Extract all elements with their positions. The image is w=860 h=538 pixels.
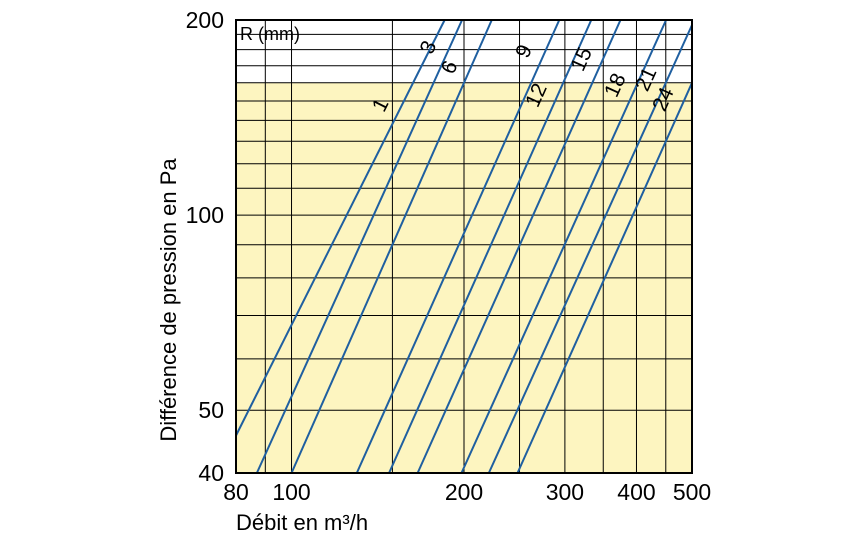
y-tick-label: 200 [186, 7, 224, 33]
series-label-9: 9 [511, 41, 537, 61]
x-tick-label: 300 [546, 479, 584, 505]
plot-border [235, 19, 693, 474]
series-line-18 [460, 19, 667, 474]
series-line-9 [355, 19, 561, 474]
y-tick-label: 40 [198, 460, 224, 486]
series-label-15: 15 [566, 44, 597, 75]
series-lines [235, 19, 693, 474]
series-line-6 [290, 19, 493, 474]
series-line-21 [487, 24, 693, 474]
series-line-12 [388, 19, 593, 474]
series-line-1 [235, 19, 446, 436]
series-line-15 [416, 19, 622, 474]
tick-labels: 80 100 200 300 400 500 40 50 100 200 [186, 7, 712, 505]
y-tick-label: 100 [186, 202, 224, 228]
legend-title: R (mm) [240, 24, 300, 44]
x-tick-label: 200 [445, 479, 483, 505]
x-tick-label: 400 [617, 479, 655, 505]
series-label-3: 3 [416, 37, 442, 57]
plot-frame [235, 19, 693, 474]
series-label-6: 6 [437, 57, 463, 77]
y-tick-label: 50 [198, 397, 224, 423]
y-axis-label: Différence de pression en Pa [156, 158, 181, 442]
x-tick-label: 500 [673, 479, 711, 505]
chart-labels: R (mm) Débit en m³/h Différence de press… [156, 24, 679, 535]
x-tick-label: 80 [223, 479, 249, 505]
x-tick-label: 100 [272, 479, 310, 505]
x-axis-label: Débit en m³/h [236, 510, 368, 535]
series-line-24 [516, 82, 693, 474]
series-line-3 [255, 19, 463, 474]
